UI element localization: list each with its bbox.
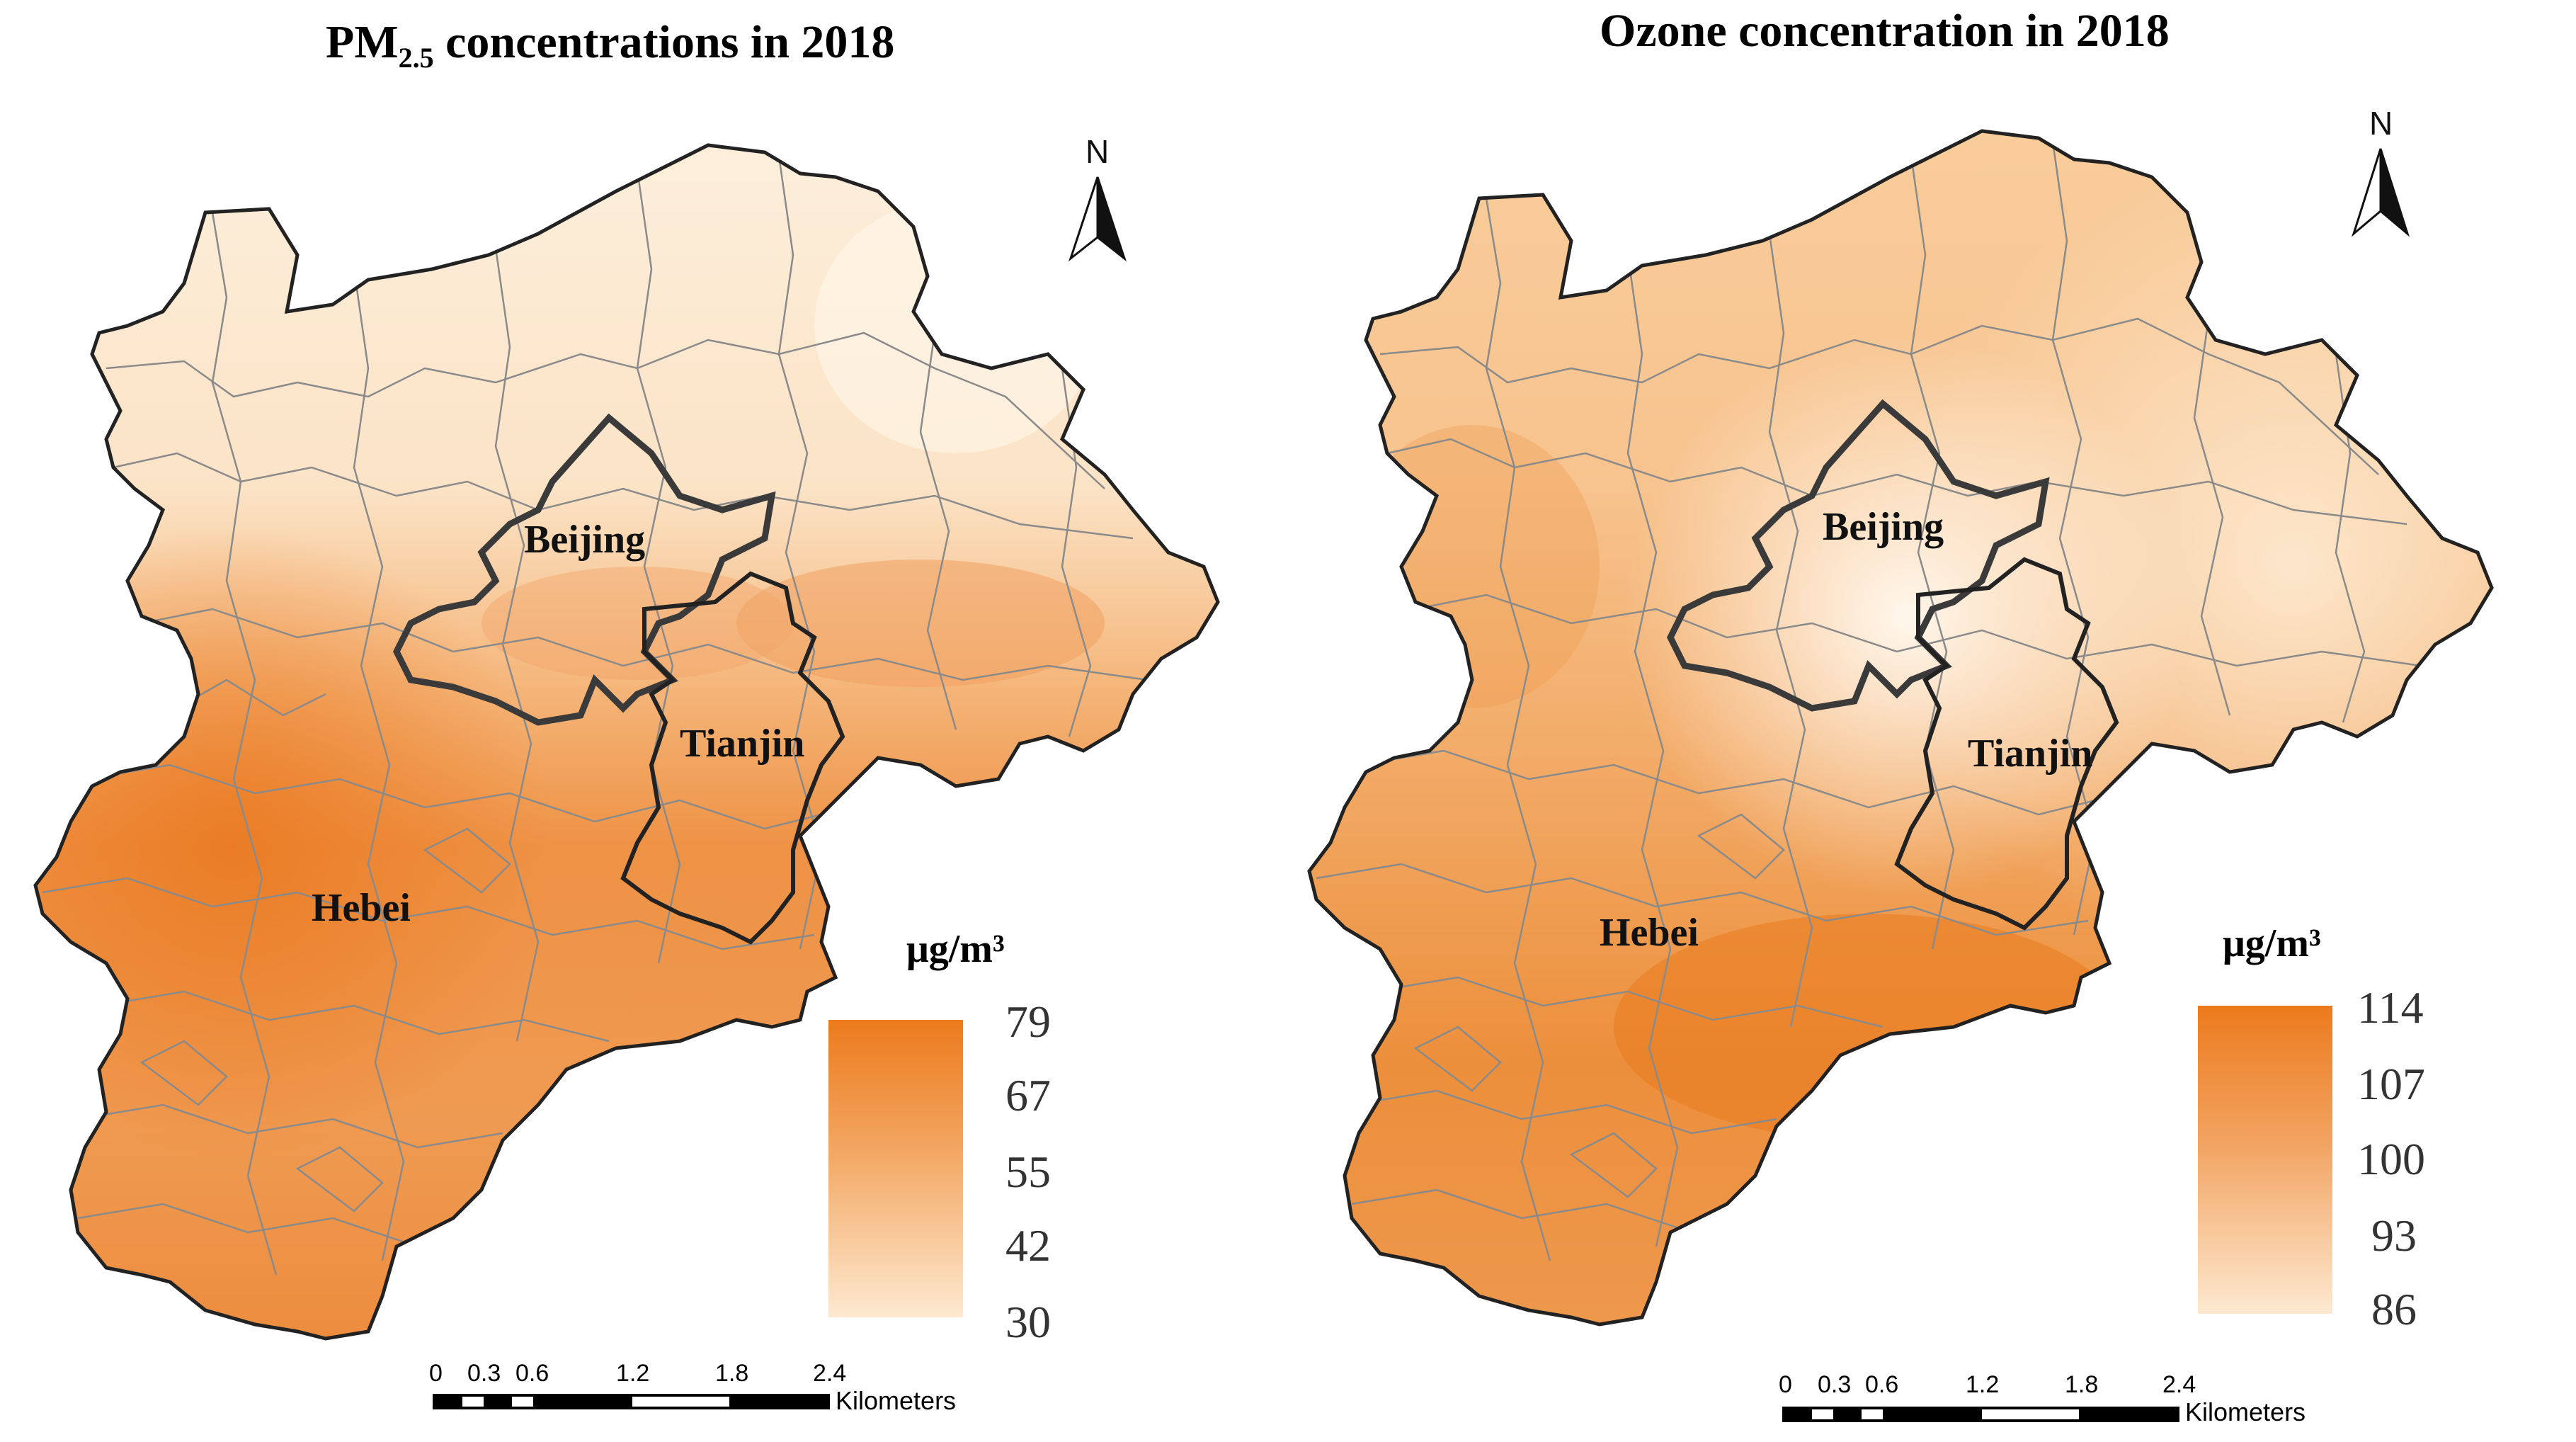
scale-label-3: 1.2 [1966,1371,1999,1398]
scale-label-1: 0.3 [1818,1371,1851,1398]
ozone-map-title: Ozone concentration in 2018 [1600,5,2170,57]
pm25-map-title: PM2.5 concentrations in 2018 [326,16,895,74]
north-arrow-icon: N [2352,105,2410,237]
scale-bar: 0 0.3 0.6 1.2 1.8 2.4 Kilometers [429,1360,956,1415]
ozone-map-panel: Beijing Tianjin Hebei N 0 0.3 0.6 1.2 1.… [1288,0,2576,1442]
scale-label-2: 0.6 [515,1360,549,1387]
scale-label-5: 2.4 [2162,1371,2196,1398]
pm25-map: Beijing Tianjin Hebei N 0 0.3 0.6 1.2 1.… [0,133,1288,1415]
pm25-legend-bar [828,1020,963,1317]
beijing-boundary [392,413,776,726]
scale-unit: Kilometers [2185,1397,2306,1426]
pm25-legend-tick: 42 [1005,1220,1051,1271]
ozone-legend-tick: 86 [2371,1284,2417,1334]
scale-unit: Kilometers [836,1386,956,1415]
ozone-legend-tick: 114 [2357,982,2424,1033]
svg-text:N: N [2369,105,2393,142]
svg-text:N: N [1085,133,1109,170]
label-beijing: Beijing [1823,505,1944,549]
county-lines [1316,141,2422,1261]
ozone-fill-surface [1309,131,2492,1324]
scale-label-1: 0.3 [467,1360,501,1387]
tianjin-boundary [1894,557,2119,931]
scale-label-5: 2.4 [813,1360,846,1387]
scale-label-4: 1.8 [2065,1371,2098,1398]
label-tianjin: Tianjin [680,722,804,766]
ozone-legend-tick: 93 [2371,1210,2417,1261]
pm25-map-panel: Beijing Tianjin Hebei N 0 0.3 0.6 1.2 1.… [0,16,1288,1415]
ozone-legend-unit: μg/m³ [2223,921,2321,965]
tianjin-boundary [620,571,845,945]
beijing-boundary [1666,399,2050,712]
label-hebei: Hebei [312,886,411,930]
scale-label-3: 1.2 [616,1360,649,1387]
label-hebei: Hebei [1600,911,1699,955]
pm25-legend-tick: 30 [1005,1297,1051,1347]
scale-label-4: 1.8 [715,1360,748,1387]
label-tianjin: Tianjin [1968,732,2092,776]
pm25-legend-tick: 79 [1005,997,1051,1047]
pm25-legend-tick: 67 [1005,1070,1051,1120]
scale-label-2: 0.6 [1865,1371,1898,1398]
pm25-legend-tick: 55 [1005,1147,1051,1197]
scale-label-0: 0 [1779,1371,1792,1398]
ozone-legend-tick: 100 [2357,1134,2425,1184]
county-lines [42,155,1148,1276]
scale-bar: 0 0.3 0.6 1.2 1.8 2.4 Kilometers [1779,1371,2306,1426]
pm25-legend-unit: μg/m³ [906,927,1005,971]
scale-label-0: 0 [429,1360,443,1387]
north-arrow-icon: N [1068,133,1127,262]
ozone-legend-tick: 107 [2357,1059,2425,1109]
label-beijing: Beijing [524,518,645,562]
ozone-legend-bar [2198,1006,2332,1314]
